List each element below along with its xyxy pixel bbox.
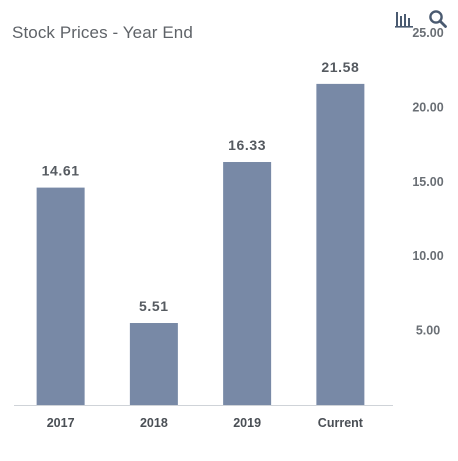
value-label: 5.51: [139, 298, 169, 314]
bar-current[interactable]: [316, 83, 365, 406]
bar-chart-icon[interactable]: [394, 9, 414, 29]
y-tick-label: 25.00: [412, 26, 443, 40]
value-label: 16.33: [228, 137, 266, 153]
y-tick-label: 15.00: [412, 175, 443, 189]
x-tick-label: 2018: [140, 416, 168, 430]
bar-2019[interactable]: [223, 162, 272, 405]
search-icon[interactable]: [428, 9, 448, 29]
y-tick-label: 20.00: [412, 100, 443, 114]
chart-toolbar: [394, 9, 448, 29]
bar-2018[interactable]: [129, 323, 178, 405]
x-tick-label: 2017: [47, 416, 75, 430]
y-tick-label: 5.00: [416, 324, 440, 338]
x-tick-label: Current: [318, 416, 364, 430]
x-tick-label: 2019: [233, 416, 261, 430]
value-label: 14.61: [42, 163, 80, 179]
value-label: 21.58: [321, 59, 359, 75]
bar-2017[interactable]: [36, 187, 85, 405]
y-tick-label: 10.00: [412, 249, 443, 263]
chart-title: Stock Prices - Year End: [12, 23, 193, 42]
